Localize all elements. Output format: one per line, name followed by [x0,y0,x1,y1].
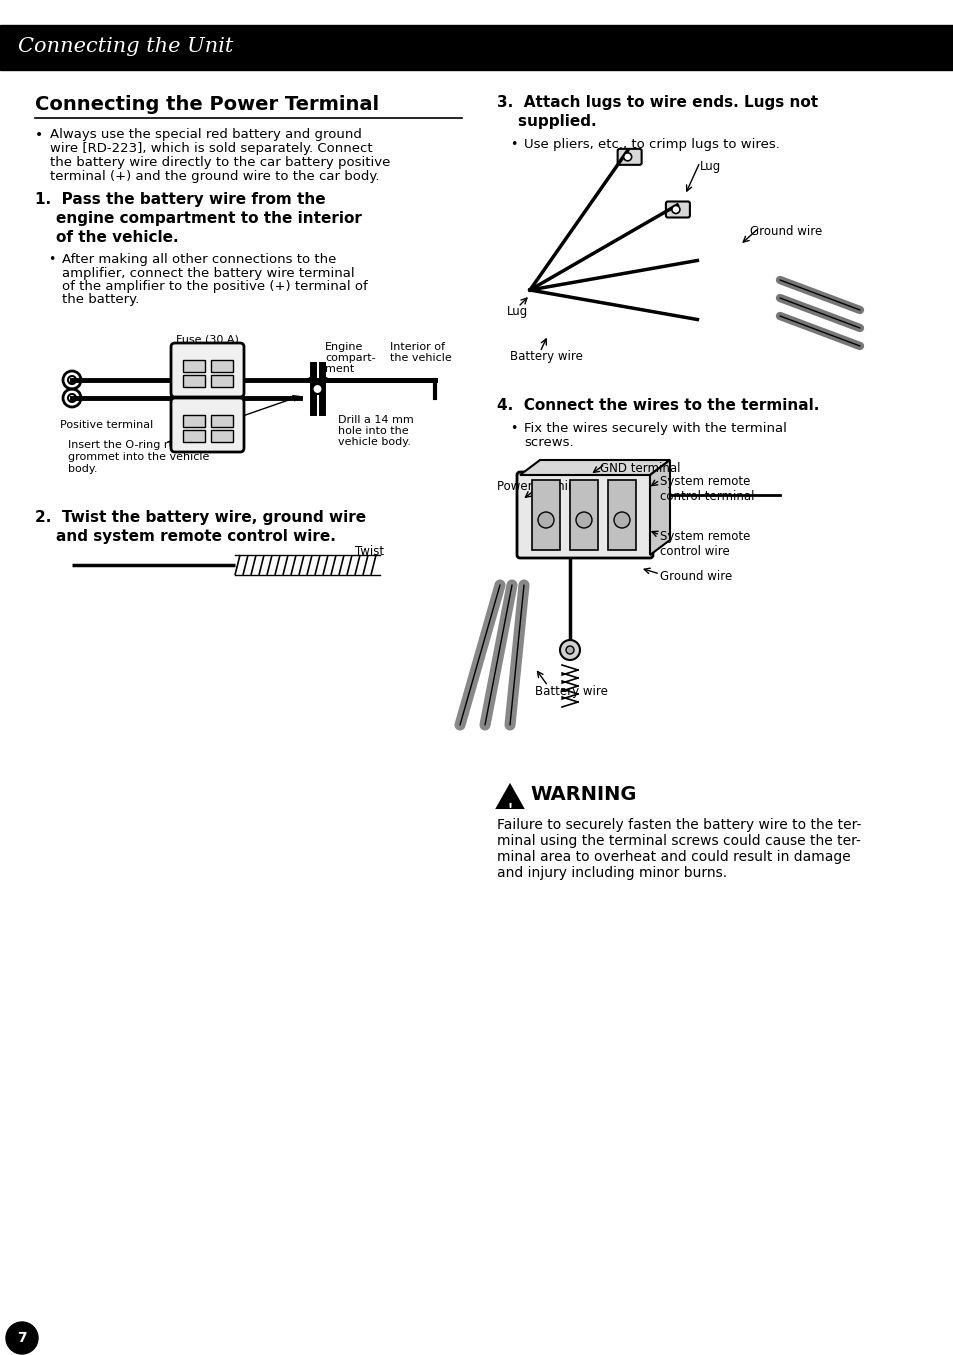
Circle shape [623,153,631,161]
Bar [211,415,233,427]
Text: After making all other connections to the: After making all other connections to th… [62,253,336,266]
Text: body.: body. [68,463,97,474]
Text: of the amplifier to the positive (+) terminal of: of the amplifier to the positive (+) ter… [62,280,367,293]
Text: Positive terminal: Positive terminal [60,420,153,430]
Bar [183,375,205,388]
Text: Power terminal: Power terminal [497,480,585,493]
Text: Fuse (30 A): Fuse (30 A) [175,411,238,420]
Text: Lug: Lug [700,160,720,173]
Text: compart-: compart- [325,354,375,363]
Text: the battery.: the battery. [62,294,139,306]
Text: hole into the: hole into the [337,425,408,436]
Text: Battery wire: Battery wire [535,686,607,698]
Text: !: ! [507,804,512,813]
Text: engine compartment to the interior: engine compartment to the interior [35,211,361,226]
Text: 4.  Connect the wires to the terminal.: 4. Connect the wires to the terminal. [497,398,819,413]
Text: the battery wire directly to the car battery positive: the battery wire directly to the car bat… [50,156,390,169]
Text: 1.  Pass the battery wire from the: 1. Pass the battery wire from the [35,192,325,207]
Text: 7: 7 [17,1331,27,1346]
Text: Use pliers, etc., to crimp lugs to wires.: Use pliers, etc., to crimp lugs to wires… [523,138,779,150]
FancyBboxPatch shape [171,343,244,397]
Bar [569,480,598,550]
Text: Connecting the Unit: Connecting the Unit [18,38,233,57]
Bar [0,24,953,70]
Text: Always use the special red battery and ground: Always use the special red battery and g… [50,127,361,141]
Text: amplifier, connect the battery wire terminal: amplifier, connect the battery wire term… [62,267,355,279]
Circle shape [559,640,579,660]
Text: Connecting the Power Terminal: Connecting the Power Terminal [35,95,378,114]
Text: •: • [510,421,517,435]
Text: the vehicle: the vehicle [390,354,452,363]
Bar [183,360,205,373]
Text: •: • [510,138,517,150]
Text: •: • [35,127,43,142]
Circle shape [671,206,679,214]
Text: wire [RD-223], which is sold separately. Connect: wire [RD-223], which is sold separately.… [50,142,373,154]
Bar [211,375,233,388]
Polygon shape [519,459,669,476]
Text: GND terminal: GND terminal [599,462,679,476]
Circle shape [576,512,592,528]
Text: ment: ment [325,364,354,374]
Text: •: • [48,253,55,266]
Text: Lug: Lug [506,305,528,318]
Text: Ground wire: Ground wire [749,225,821,238]
Text: Insert the O-ring rubber: Insert the O-ring rubber [68,440,201,450]
Text: Fix the wires securely with the terminal: Fix the wires securely with the terminal [523,421,786,435]
Text: of the vehicle.: of the vehicle. [35,230,178,245]
Bar [532,480,559,550]
Text: Battery wire: Battery wire [510,350,582,363]
FancyBboxPatch shape [617,149,641,165]
Circle shape [537,512,554,528]
Circle shape [565,646,574,654]
Text: Interior of: Interior of [390,341,444,352]
Bar [183,415,205,427]
Text: terminal (+) and the ground wire to the car body.: terminal (+) and the ground wire to the … [50,169,379,183]
Text: Drill a 14 mm: Drill a 14 mm [337,415,414,425]
FancyBboxPatch shape [517,472,652,558]
Text: Twist: Twist [355,545,384,558]
Circle shape [313,383,322,394]
Bar [607,480,636,550]
Text: and system remote control wire.: and system remote control wire. [35,528,335,543]
Text: Ground wire: Ground wire [659,570,732,583]
Text: and injury including minor burns.: and injury including minor burns. [497,866,726,879]
Polygon shape [497,785,522,808]
FancyBboxPatch shape [665,202,689,218]
Bar [211,360,233,373]
Text: Failure to securely fasten the battery wire to the ter-: Failure to securely fasten the battery w… [497,818,861,832]
Circle shape [614,512,629,528]
Text: Engine: Engine [325,341,363,352]
Bar [183,430,205,442]
Text: supplied.: supplied. [497,114,596,129]
Text: 3.  Attach lugs to wire ends. Lugs not: 3. Attach lugs to wire ends. Lugs not [497,95,818,110]
Text: 2.  Twist the battery wire, ground wire: 2. Twist the battery wire, ground wire [35,509,366,524]
Text: minal area to overheat and could result in damage: minal area to overheat and could result … [497,850,850,864]
Text: System remote
control wire: System remote control wire [659,530,750,558]
Text: grommet into the vehicle: grommet into the vehicle [68,453,209,462]
Text: vehicle body.: vehicle body. [337,438,411,447]
FancyBboxPatch shape [171,398,244,453]
Text: WARNING: WARNING [530,785,636,804]
Text: Fuse (30 A): Fuse (30 A) [175,335,238,346]
Circle shape [6,1322,38,1354]
Text: screws.: screws. [523,435,573,449]
Text: System remote
control terminal: System remote control terminal [659,476,754,503]
Text: minal using the terminal screws could cause the ter-: minal using the terminal screws could ca… [497,833,860,848]
Polygon shape [649,459,669,556]
Bar [211,430,233,442]
